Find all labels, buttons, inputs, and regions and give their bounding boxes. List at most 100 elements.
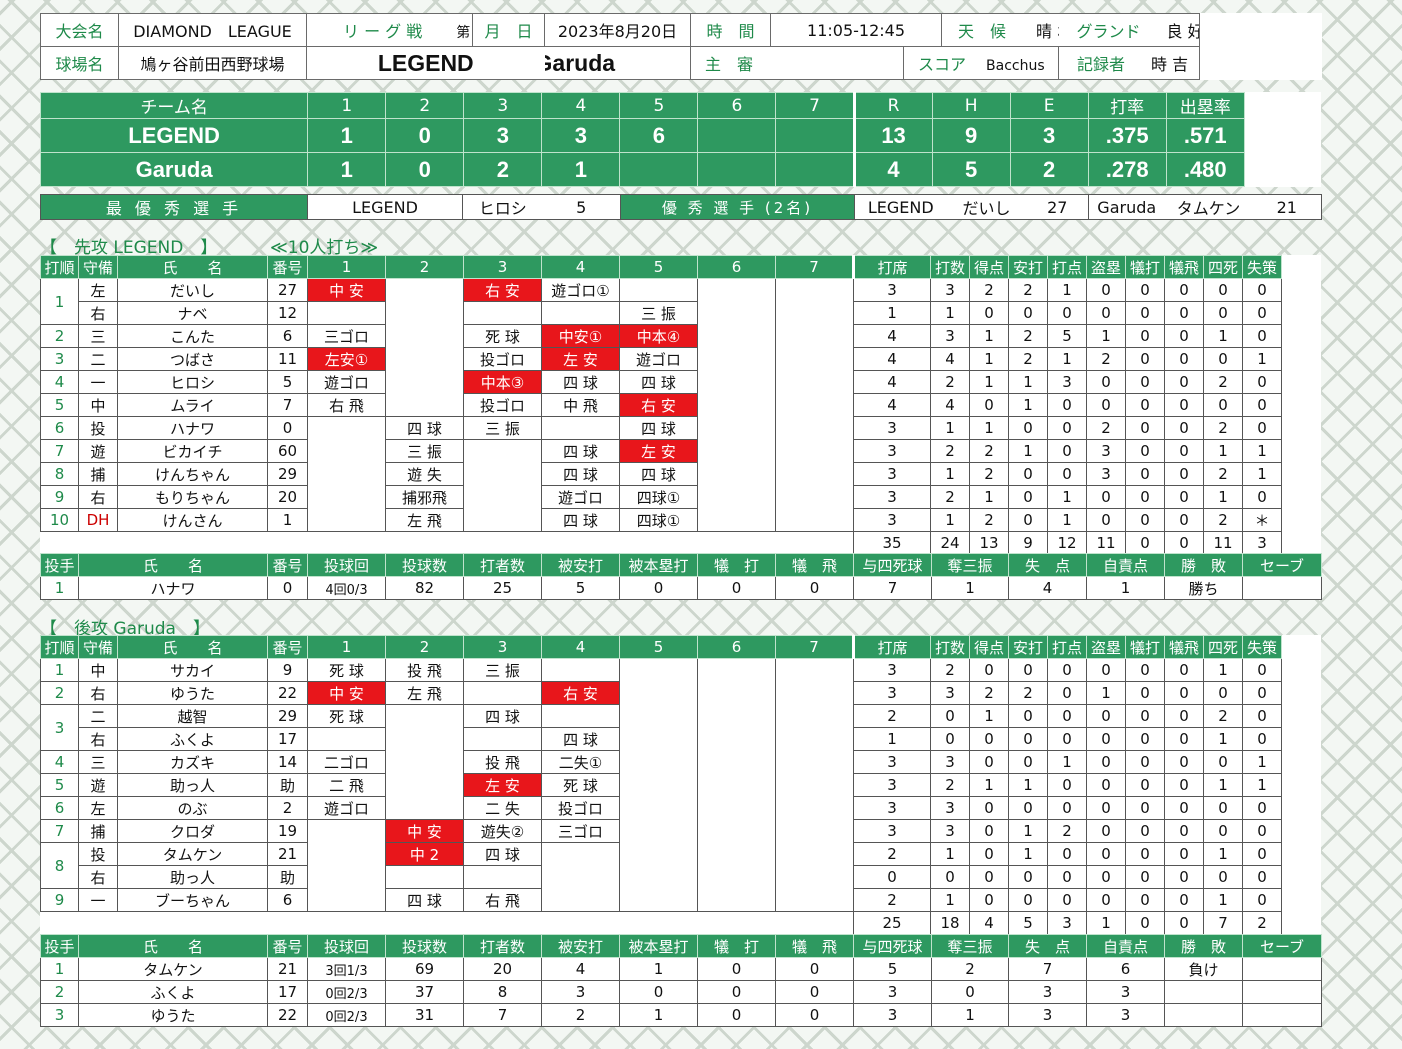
inning-result-4: 遊ゴロ① — [541, 278, 620, 302]
batting-order: 7 — [40, 819, 79, 843]
pitcher-order: 1 — [40, 576, 79, 600]
awards-table: 最 優 秀 選 手 LEGEND ヒロシ 5 優 秀 選 手 (2名) LEGE… — [40, 194, 1322, 220]
batting-header-4: 1 — [307, 255, 386, 279]
batting-stat-9: 0 — [1242, 393, 1282, 417]
batting-stat-9: 0 — [1242, 324, 1282, 348]
batting-stat-1: 2 — [930, 773, 970, 797]
batting-stat-7: 0 — [1164, 796, 1204, 820]
batting-stat-5: 0 — [1086, 485, 1126, 509]
inning-result-4: 四 球 — [541, 727, 620, 751]
pitcher-hr: 1 — [619, 1003, 698, 1027]
batting-stat-0: 1 — [853, 727, 931, 751]
player-number: 17 — [267, 727, 308, 751]
linescore-header-8: R — [852, 92, 933, 119]
batting-stat-6: 0 — [1125, 658, 1165, 682]
pitching-header-6: 被安打 — [541, 934, 620, 958]
inning-result-6 — [697, 796, 776, 820]
player-name: ナベ — [117, 301, 268, 325]
inning-result-3: 投ゴロ — [463, 393, 542, 417]
batting-header-1: 守備 — [78, 255, 118, 279]
batting-stat-2: 0 — [969, 842, 1009, 866]
inning-result-6 — [697, 865, 776, 889]
batting-order: 9 — [40, 485, 79, 509]
batting-stat-1: 1 — [930, 301, 970, 325]
inning-result-4 — [541, 301, 620, 325]
batting-total-7: 0 — [1164, 911, 1204, 935]
player-name: けんさん — [117, 508, 268, 532]
batting-header-19: 四死 — [1203, 255, 1243, 279]
pitching-header-14: 勝 敗 — [1164, 553, 1243, 577]
batting-stat-1: 0 — [930, 727, 970, 751]
inning-result-1 — [307, 462, 386, 486]
tournament-label: 大会名 — [40, 13, 119, 47]
umpire: 主 審 — [690, 46, 905, 80]
batting-stat-6: 0 — [1125, 301, 1165, 325]
batting-header-0: 打順 — [40, 635, 79, 659]
player-position: 二 — [78, 704, 118, 728]
inning-result-2: 三 振 — [385, 439, 464, 463]
batting-stat-3: 2 — [1008, 347, 1048, 371]
inning-result-2 — [385, 704, 464, 728]
inning-result-3 — [463, 681, 542, 705]
inning-result-4 — [541, 842, 620, 866]
inning-result-5 — [619, 796, 698, 820]
inning-result-6 — [697, 370, 776, 394]
inning-result-2 — [385, 324, 464, 348]
pitcher-er: 6 — [1086, 957, 1165, 981]
inning-result-6 — [697, 773, 776, 797]
inning-result-4: 右 安 — [541, 681, 620, 705]
player-number: 19 — [267, 819, 308, 843]
player-position: DH — [78, 508, 118, 532]
player-name: こんた — [117, 324, 268, 348]
pitcher-dec — [1164, 1003, 1243, 1027]
batting-stat-0: 4 — [853, 393, 931, 417]
pitcher-dec: 勝ち — [1164, 576, 1243, 600]
batting-stat-1: 2 — [930, 485, 970, 509]
pitching-header-2: 番号 — [267, 934, 308, 958]
inning-result-4 — [541, 704, 620, 728]
linescore-cell — [697, 152, 777, 187]
batting-stat-5: 0 — [1086, 865, 1126, 889]
pitcher-bb: 5 — [853, 957, 932, 981]
player-number: 14 — [267, 750, 308, 774]
inning-result-3 — [463, 439, 542, 463]
pitcher-bf: 20 — [463, 957, 542, 981]
inning-result-3: 四 球 — [463, 842, 542, 866]
inning-result-5 — [619, 819, 698, 843]
player-position: 右 — [78, 681, 118, 705]
pitcher-h: 3 — [541, 980, 620, 1004]
player-position: 中 — [78, 393, 118, 417]
batting-total-2: 4 — [969, 911, 1009, 935]
batting-stat-4: 5 — [1047, 324, 1087, 348]
batting-total-7: 0 — [1164, 531, 1204, 555]
batting-stat-6: 0 — [1125, 324, 1165, 348]
batting-stat-3: 0 — [1008, 865, 1048, 889]
batting-total-6: 0 — [1125, 911, 1165, 935]
venue-name: 鳩ヶ谷前田西野球場 — [118, 46, 307, 80]
batting-stat-4: 2 — [1047, 819, 1087, 843]
batting-stat-8: 0 — [1203, 750, 1243, 774]
inning-result-4: 左 安 — [541, 347, 620, 371]
player-position: 三 — [78, 750, 118, 774]
linescore-header-3: 3 — [463, 92, 543, 119]
batting-stat-5: 0 — [1086, 370, 1126, 394]
inning-result-4: 四 球 — [541, 508, 620, 532]
batting-header-2: 氏 名 — [117, 255, 268, 279]
batting-total-5: 11 — [1086, 531, 1126, 555]
inning-result-5: 左 安 — [619, 439, 698, 463]
inning-result-7 — [775, 278, 854, 302]
game-number: 第 8 試合 — [456, 25, 472, 41]
linescore-cell: 2 — [463, 152, 543, 187]
pitcher-sh: 0 — [697, 980, 776, 1004]
batting-stat-4: 1 — [1047, 347, 1087, 371]
batting-order: 1 — [40, 658, 79, 682]
pitcher-bf: 7 — [463, 1003, 542, 1027]
batting-stat-1: 3 — [930, 750, 970, 774]
batting-stat-7: 0 — [1164, 416, 1204, 440]
inning-result-2: 左 飛 — [385, 508, 464, 532]
excellent2-name: タムケン — [1164, 194, 1253, 220]
batting-stat-6: 0 — [1125, 888, 1165, 912]
batting-stat-8: 0 — [1203, 301, 1243, 325]
pitcher-ip: 3回1/3 — [307, 957, 386, 981]
player-number: 9 — [267, 658, 308, 682]
